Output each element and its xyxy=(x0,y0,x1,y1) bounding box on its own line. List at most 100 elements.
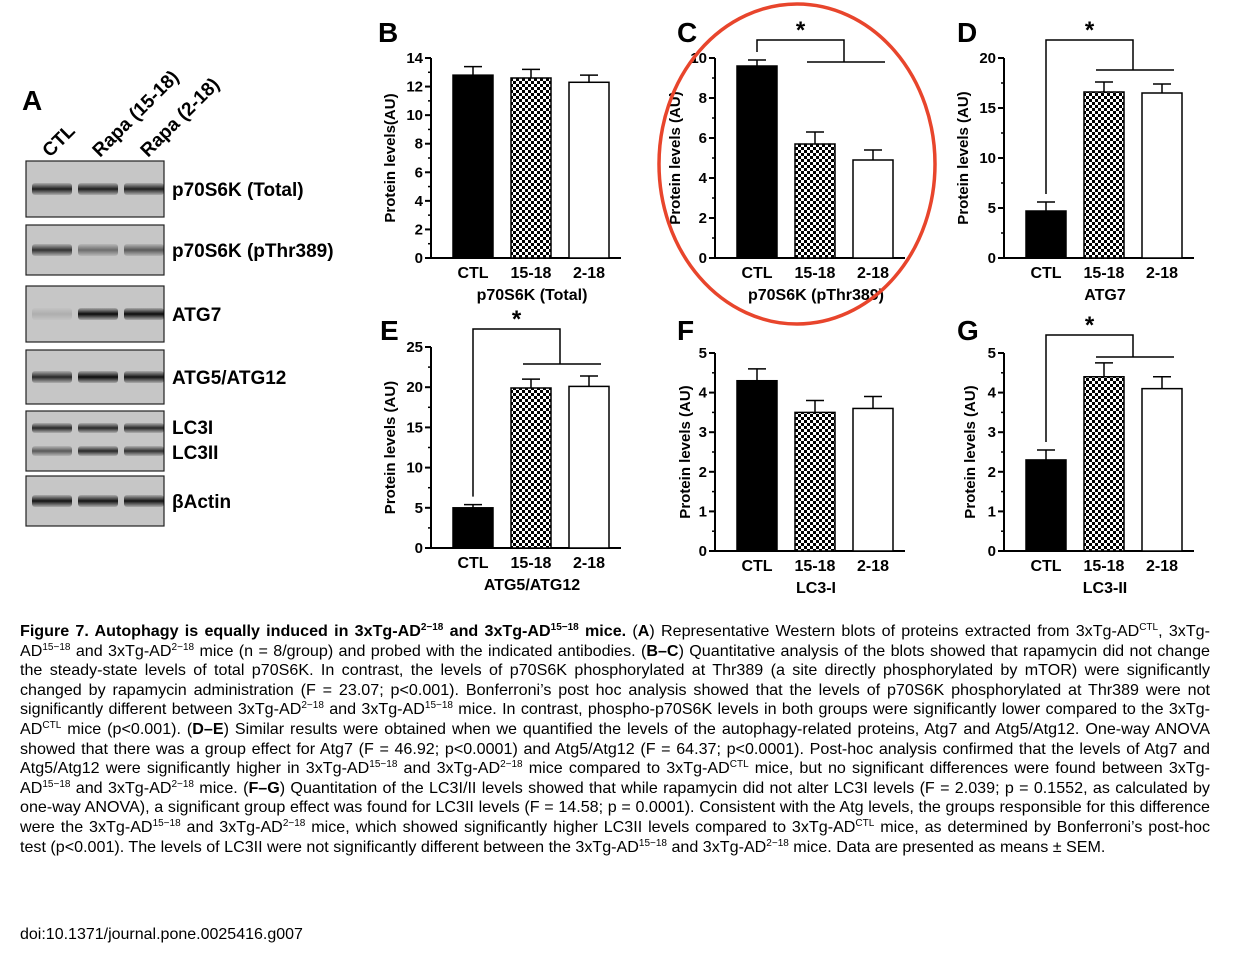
caption-text: and 3xTg-AD xyxy=(323,700,425,719)
panel-letter: G xyxy=(957,315,979,346)
significance-star: * xyxy=(796,17,806,44)
caption-panel-ref: B–C xyxy=(646,641,679,660)
y-tick-label: 0 xyxy=(988,250,996,267)
caption-sup: 2−18 xyxy=(766,837,789,849)
chart-panel-b: B 0 2 4 6 8 10 12 14 Protein levels(AU) CTL 15-18 2-… xyxy=(378,17,621,304)
panel-letter: E xyxy=(380,315,399,346)
caption-text: mice. ( xyxy=(193,778,249,797)
blot-band xyxy=(78,371,118,383)
y-tick-label: 4 xyxy=(988,385,997,402)
caption-sup: 2−18 xyxy=(500,759,523,771)
y-tick-label: 15 xyxy=(979,100,996,117)
caption-text: and 3xTg-AD xyxy=(180,817,283,836)
y-tick-label: 4 xyxy=(415,193,424,210)
y-tick-label: 1 xyxy=(988,503,996,520)
bar xyxy=(1083,376,1125,552)
panel-letter: F xyxy=(677,315,694,346)
bar xyxy=(1025,210,1067,259)
chart-panel-e: E 0 5 10 15 20 25 Protein levels (AU) CTL 15-18 2-… xyxy=(380,306,621,594)
y-axis-label: Protein levels (AU) xyxy=(382,381,399,514)
category-label: 2-18 xyxy=(573,265,605,282)
caption-text: mice. In contrast, phospho-p70S6K levels… xyxy=(20,700,1210,738)
y-tick-label: 5 xyxy=(415,500,423,517)
caption-title-2: and 3xTg-AD xyxy=(443,622,551,640)
caption-text: and 3xTg-AD xyxy=(667,837,767,856)
blot-band xyxy=(124,446,164,456)
panel-letter: B xyxy=(378,17,398,48)
figure-caption: Figure 7. Autophagy is equally induced i… xyxy=(20,622,1210,857)
bar xyxy=(1083,91,1125,259)
lane-label: CTL xyxy=(39,120,80,161)
bar xyxy=(568,81,610,259)
blot-strip: ATG5/ATG12 xyxy=(25,349,286,405)
x-axis-title: ATG5/ATG12 xyxy=(484,577,580,594)
caption-sup: CTL xyxy=(855,817,875,829)
y-tick-label: 5 xyxy=(699,345,707,362)
category-label: 15-18 xyxy=(1084,558,1125,575)
y-tick-label: 2 xyxy=(415,221,423,238)
doi-line: doi:10.1371/journal.pone.0025416.g007 xyxy=(20,926,303,943)
blot-band xyxy=(124,183,164,195)
chart-panel-d: D 0 5 10 15 20 Protein levels (AU) CTL 15-18 2-18… xyxy=(955,17,1194,304)
caption-sup: 15−18 xyxy=(638,837,667,849)
blot-band xyxy=(124,308,164,320)
blot-band xyxy=(78,423,118,433)
significance-bracket xyxy=(1045,39,1134,194)
blot-band xyxy=(78,446,118,456)
caption-text: ) Quantitation of the LC3I/II levels sho… xyxy=(20,778,1210,836)
y-tick-label: 15 xyxy=(406,419,423,436)
bar xyxy=(794,411,836,552)
x-axis-title: p70S6K (Total) xyxy=(477,287,588,304)
blot-band xyxy=(32,423,72,433)
blot-band xyxy=(124,423,164,433)
category-label: CTL xyxy=(457,265,488,282)
blot-band xyxy=(32,371,72,383)
blot-band xyxy=(124,371,164,383)
y-axis-label: Protein levels (AU) xyxy=(955,91,972,224)
blot-strip: βActin xyxy=(25,475,231,527)
caption-sup: 15−18 xyxy=(424,700,453,712)
chart-panel-g: G 0 1 2 3 4 5 Protein levels (AU) CTL 15-18 2-18 LC… xyxy=(957,312,1194,597)
western-blot-panel: A CTL Rapa (15-18)Rapa (2-18) p70S6K (Tot… xyxy=(22,67,334,527)
caption-text: mice (p<0.001). ( xyxy=(61,719,193,738)
y-tick-label: 12 xyxy=(406,79,423,96)
blot-band xyxy=(32,183,72,195)
blot-strip: p70S6K (Total) xyxy=(25,160,304,218)
blot-band xyxy=(32,446,72,456)
y-tick-label: 0 xyxy=(699,543,707,560)
blot-strip: p70S6K (pThr389) xyxy=(25,224,334,276)
caption-text: ( xyxy=(626,622,638,640)
x-axis-title: ATG7 xyxy=(1084,287,1126,304)
caption-text: mice, as determined by Bonferroni’s post… xyxy=(20,817,1210,856)
blot-band xyxy=(78,183,118,195)
blot-label: ATG7 xyxy=(172,305,221,326)
y-tick-label: 4 xyxy=(699,170,708,187)
blot-band xyxy=(32,308,72,320)
y-axis-label: Protein levels (AU) xyxy=(962,385,979,518)
y-tick-label: 25 xyxy=(406,339,423,356)
bar xyxy=(1141,387,1183,552)
caption-text: ) Similar results were obtained when we … xyxy=(20,719,1210,778)
blot-band xyxy=(78,244,118,256)
y-tick-label: 3 xyxy=(988,424,996,441)
bar xyxy=(736,65,778,259)
y-tick-label: 10 xyxy=(406,460,423,477)
highlight-circle xyxy=(657,2,937,326)
panel-letter: D xyxy=(957,17,977,48)
x-axis-title: p70S6K (pThr389) xyxy=(748,287,884,304)
panel-letter: C xyxy=(677,17,697,48)
caption-text: , 3xTg-AD xyxy=(20,622,1210,660)
bar xyxy=(510,387,552,549)
caption-text: mice, which showed significantly higher … xyxy=(305,817,856,836)
y-axis-label: Protein levels(AU) xyxy=(382,93,399,222)
blot-label: p70S6K (pThr389) xyxy=(172,241,334,262)
caption-sup: 15−18 xyxy=(152,817,181,829)
caption-text: mice. Data are presented as means ± SEM. xyxy=(788,837,1106,856)
significance-star: * xyxy=(1085,17,1095,44)
blot-band xyxy=(78,495,118,507)
caption-text: mice, but no significant differences wer… xyxy=(20,759,1210,797)
bar xyxy=(452,507,494,549)
y-tick-label: 0 xyxy=(699,250,707,267)
category-label: 2-18 xyxy=(1146,265,1178,282)
